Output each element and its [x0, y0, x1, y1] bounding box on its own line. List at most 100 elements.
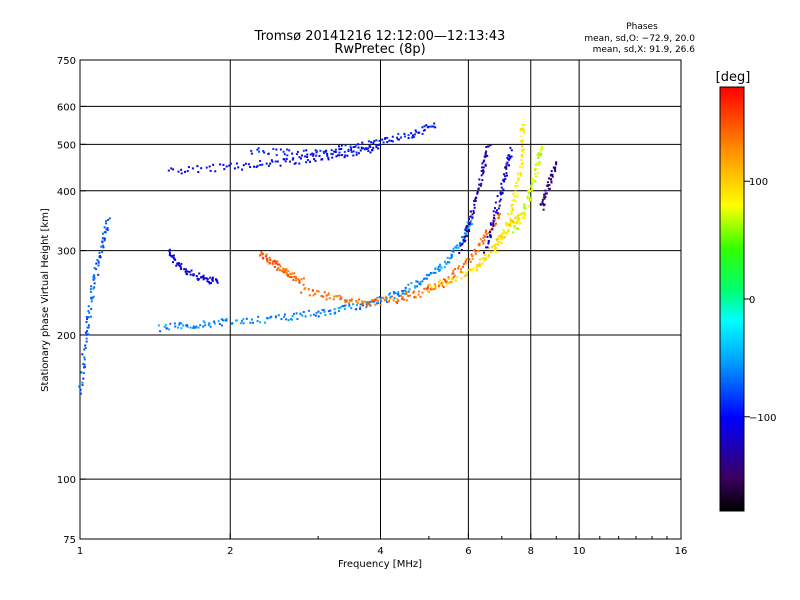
scatter-point — [461, 249, 463, 251]
scatter-point — [381, 296, 383, 299]
scatter-point — [376, 296, 379, 299]
scatter-point — [336, 295, 339, 298]
scatter-point — [403, 132, 406, 135]
scatter-point — [87, 324, 90, 327]
scatter-point — [269, 259, 272, 261]
scatter-point — [482, 234, 485, 237]
scatter-point — [438, 270, 441, 272]
scatter-point — [514, 224, 516, 227]
scatter-point — [465, 258, 468, 261]
scatter-point — [437, 268, 440, 271]
scatter-point — [446, 256, 449, 259]
scatter-point — [523, 131, 526, 134]
scatter-point — [372, 299, 375, 302]
scatter-point — [275, 316, 277, 319]
scatter-point — [259, 160, 262, 162]
scatter-point — [537, 152, 539, 155]
scatter-point — [493, 224, 496, 227]
scatter-point — [250, 152, 253, 155]
scatter-point — [429, 272, 432, 274]
scatter-point — [511, 210, 514, 213]
scatter-point — [165, 327, 168, 330]
scatter-point — [157, 324, 160, 327]
scatter-point — [338, 151, 341, 154]
scatter-point — [367, 149, 370, 152]
scatter-point — [323, 291, 326, 294]
scatter-point — [468, 218, 470, 221]
scatter-point — [341, 305, 343, 308]
scatter-point — [421, 126, 424, 129]
scatter-point — [504, 223, 507, 226]
scatter-point — [85, 316, 88, 318]
scatter-point — [83, 358, 86, 361]
scatter-point — [530, 185, 533, 188]
scatter-point — [499, 198, 502, 201]
scatter-point — [383, 299, 386, 302]
scatter-point — [89, 288, 92, 291]
scatter-point — [507, 229, 510, 232]
scatter-point — [484, 163, 487, 166]
scatter-point — [286, 148, 289, 151]
scatter-point — [379, 298, 382, 301]
scatter-point — [504, 178, 507, 180]
scatter-point — [168, 251, 171, 254]
scatter-point — [454, 245, 457, 248]
scatter-point — [306, 159, 309, 161]
scatter-point — [510, 212, 513, 215]
scatter-point — [375, 302, 378, 305]
scatter-point — [209, 325, 212, 328]
scatter-point — [176, 262, 179, 265]
scatter-point — [266, 259, 269, 262]
scatter-point — [502, 232, 504, 235]
scatter-point — [482, 160, 485, 163]
scatter-point — [312, 294, 315, 297]
scatter-point — [447, 277, 450, 280]
scatter-point — [433, 122, 436, 125]
scatter-point — [208, 282, 211, 285]
scatter-point — [437, 265, 440, 268]
scatter-point — [476, 190, 479, 193]
scatter-point — [86, 318, 88, 321]
scatter-point — [369, 151, 372, 154]
scatter-point — [499, 191, 502, 194]
scatter-point — [93, 286, 96, 289]
scatter-point — [390, 295, 393, 298]
scatter-point — [103, 237, 106, 240]
scatter-point — [499, 236, 502, 239]
scatter-point — [472, 269, 475, 272]
scatter-point — [350, 300, 353, 303]
scatter-point — [320, 295, 323, 297]
scatter-point — [295, 279, 297, 282]
scatter-point — [85, 340, 88, 343]
scatter-point — [489, 144, 492, 147]
scatter-point — [321, 309, 324, 312]
scatter-point — [249, 166, 252, 168]
scatter-point — [276, 260, 279, 263]
scatter-point — [520, 141, 523, 144]
scatter-point — [415, 130, 418, 133]
scatter-point — [516, 193, 519, 196]
scatter-point — [350, 148, 353, 151]
scatter-point — [509, 225, 512, 227]
scatter-point — [388, 300, 391, 302]
scatter-point — [450, 257, 453, 259]
scatter-point — [514, 222, 517, 225]
scatter-point — [431, 125, 434, 128]
scatter-point — [534, 163, 537, 166]
x-tick-label: 1 — [77, 546, 83, 557]
scatter-point — [482, 172, 485, 175]
scatter-point — [516, 195, 519, 198]
colorbar-label: [deg] — [716, 70, 751, 85]
scatter-point — [405, 299, 408, 302]
scatter-point — [495, 250, 498, 253]
scatter-point — [192, 326, 195, 329]
scatter-point — [496, 241, 499, 244]
scatter-point — [468, 223, 471, 225]
scatter-point — [516, 220, 519, 223]
scatter-point — [536, 162, 538, 165]
scatter-point — [278, 269, 281, 272]
scatter-point — [225, 165, 228, 168]
scatter-point — [478, 258, 481, 261]
scatter-point — [489, 222, 492, 225]
scatter-point — [314, 292, 317, 295]
